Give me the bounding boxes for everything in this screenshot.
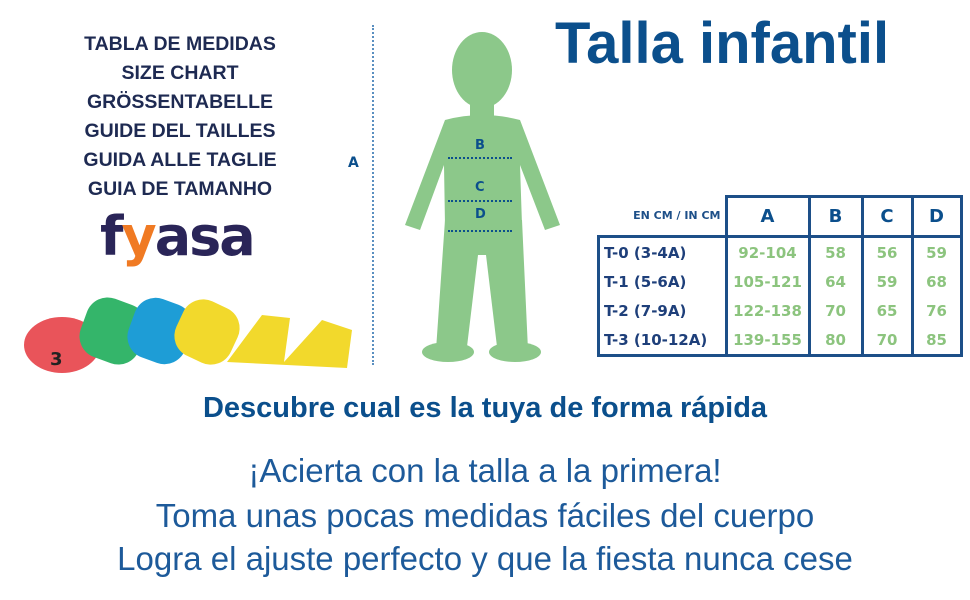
- cell: 58: [807, 236, 864, 267]
- cell: 56: [860, 236, 914, 267]
- cell: 64: [807, 267, 864, 296]
- yellow-tape-strip: [227, 315, 352, 368]
- label-b: B: [475, 138, 485, 153]
- cell: 70: [860, 325, 914, 357]
- column-header: C: [860, 195, 914, 238]
- cell: 68: [910, 267, 963, 296]
- child-silhouette: [405, 32, 560, 362]
- tagline: Toma unas pocas medidas fáciles del cuer…: [155, 497, 815, 534]
- language-title: GUIDE DEL TAILLES: [84, 120, 276, 142]
- table-row: T-3 (10-12A) 139-155 80 70 85: [597, 325, 963, 357]
- subtitle: Descubre cual es la tuya de forma rápida: [202, 392, 768, 424]
- measure-line-d: [448, 230, 512, 232]
- cell: 80: [807, 325, 864, 357]
- size-table: EN CM / IN CM A B C D T-0 (3-4A) 92-104 …: [597, 195, 963, 357]
- column-header: A: [724, 195, 811, 238]
- language-title: GRÖSSENTABELLE: [87, 91, 273, 113]
- column-header: D: [910, 195, 963, 238]
- unit-label: EN CM / IN CM: [598, 196, 726, 238]
- label-a: A: [348, 155, 359, 171]
- language-title: TABLA DE MEDIDAS: [84, 33, 276, 55]
- svg-text:3: 3: [50, 349, 63, 370]
- column-header: B: [807, 195, 864, 238]
- cell: 105-121: [724, 267, 811, 296]
- language-title: SIZE CHART: [121, 62, 239, 84]
- label-d: D: [475, 207, 486, 222]
- measuring-tapes-image: 3: [24, 297, 352, 373]
- language-list: TABLA DE MEDIDAS SIZE CHART GRÖSSENTABEL…: [40, 30, 320, 204]
- measure-line-b: [448, 157, 512, 159]
- cell: 70: [807, 296, 864, 325]
- size-label: T-0 (3-4A): [597, 236, 728, 267]
- language-title: GUIDA ALLE TAGLIE: [83, 149, 277, 171]
- measure-line-c: [448, 200, 512, 202]
- tagline: Logra el ajuste perfecto y que la fiesta…: [117, 540, 853, 577]
- table-row: T-1 (5-6A) 105-121 64 59 68: [597, 267, 963, 296]
- fyasa-logo: fyasa: [100, 205, 256, 268]
- language-title: GUIA DE TAMANHO: [87, 178, 273, 200]
- blue-tape: [127, 297, 193, 365]
- cell: 76: [910, 296, 963, 325]
- table-header: EN CM / IN CM A B C D: [598, 195, 963, 238]
- cell: 65: [860, 296, 914, 325]
- measure-line-a: [372, 25, 374, 365]
- size-label: T-1 (5-6A): [597, 267, 728, 296]
- cell: 59: [860, 267, 914, 296]
- green-tape: [79, 297, 147, 365]
- yellow-tape: [174, 299, 240, 365]
- cell: 122-138: [724, 296, 811, 325]
- table-row: T-2 (7-9A) 122-138 70 65 76: [597, 296, 963, 325]
- tagline: ¡Acierta con la talla a la primera!: [248, 452, 722, 489]
- cell: 139-155: [724, 325, 811, 357]
- size-label: T-2 (7-9A): [597, 296, 728, 325]
- cell: 85: [910, 325, 963, 357]
- label-c: C: [475, 180, 485, 195]
- size-label: T-3 (10-12A): [597, 325, 728, 357]
- table-row: T-0 (3-4A) 92-104 58 56 59: [597, 236, 963, 267]
- cell: 59: [910, 236, 963, 267]
- page-title: Talla infantil: [555, 11, 890, 76]
- cell: 92-104: [724, 236, 811, 267]
